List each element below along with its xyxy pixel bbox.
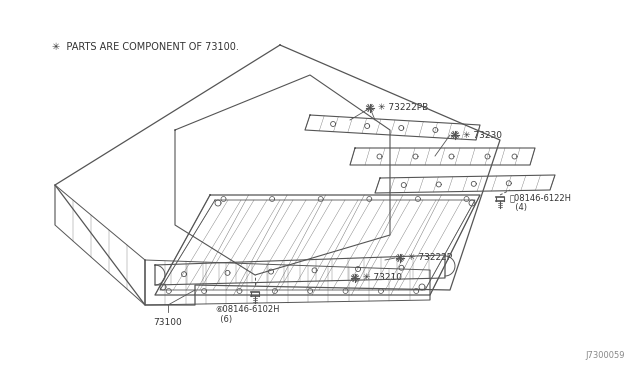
Text: ✳ 73222PB: ✳ 73222PB [378,103,428,112]
Text: ⓑ08146-6122H
  (4): ⓑ08146-6122H (4) [510,193,572,212]
Text: 73100: 73100 [154,318,182,327]
Text: ✳ 73222P: ✳ 73222P [408,253,452,263]
Text: ✳  PARTS ARE COMPONENT OF 73100.: ✳ PARTS ARE COMPONENT OF 73100. [52,42,239,52]
Text: J7300059: J7300059 [586,351,625,360]
Text: ✳ 73210: ✳ 73210 [363,273,402,282]
Text: ⑥08146-6102H
  (6): ⑥08146-6102H (6) [215,305,280,324]
Text: ✳ 73230: ✳ 73230 [463,131,502,140]
